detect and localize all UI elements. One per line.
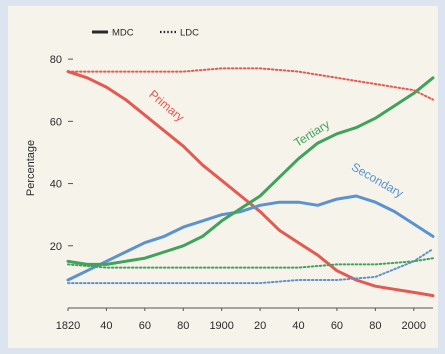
series-label-primary: Primary bbox=[146, 87, 187, 124]
y-tick-label-60: 60 bbox=[50, 116, 62, 128]
series-ldc-primary bbox=[67, 67, 434, 101]
series-mdc-tertiary bbox=[66, 76, 435, 266]
y-axis-label: Percentage bbox=[25, 140, 37, 196]
y-tick-label-20: 20 bbox=[50, 241, 62, 253]
series-mdc-secondary bbox=[66, 194, 435, 282]
x-tick-label-1900: 1900 bbox=[209, 320, 233, 332]
series-ldc-secondary bbox=[67, 247, 434, 285]
x-tick-label-2000: 2000 bbox=[402, 320, 426, 332]
legend-label-mdc: MDC bbox=[112, 28, 134, 39]
series-group bbox=[66, 67, 435, 298]
series-label-secondary: Secondary bbox=[349, 160, 406, 201]
line-chart: MDC LDC 1820 40 60 80 1900 20 40 60 80 2000 20 40 60 8… bbox=[25, 28, 435, 332]
x-tick-label-1880: 80 bbox=[177, 320, 189, 332]
series-label-tertiary: Tertiary bbox=[291, 117, 332, 150]
legend: MDC LDC bbox=[92, 28, 199, 39]
series-ldc-tertiary bbox=[67, 257, 434, 269]
x-tick-label-1920: 20 bbox=[254, 320, 266, 332]
y-tick-label-40: 40 bbox=[50, 179, 62, 191]
legend-label-ldc: LDC bbox=[180, 28, 199, 39]
x-tick-label-1940: 40 bbox=[292, 320, 304, 332]
x-tick-label-1980: 80 bbox=[369, 320, 381, 332]
x-tick-label-1860: 60 bbox=[139, 320, 151, 332]
chart-frame: MDC LDC 1820 40 60 80 1900 20 40 60 80 2000 20 40 60 8… bbox=[8, 6, 438, 348]
y-tick-label-80: 80 bbox=[50, 54, 62, 66]
x-tick-label-1840: 40 bbox=[100, 320, 112, 332]
series-labels: Primary Tertiary Secondary bbox=[146, 87, 405, 200]
x-tick-label-1820: 1820 bbox=[56, 320, 80, 332]
axes: 1820 40 60 80 1900 20 40 60 80 2000 20 40 60 80 bbox=[50, 54, 433, 332]
x-tick-label-1960: 60 bbox=[331, 320, 343, 332]
